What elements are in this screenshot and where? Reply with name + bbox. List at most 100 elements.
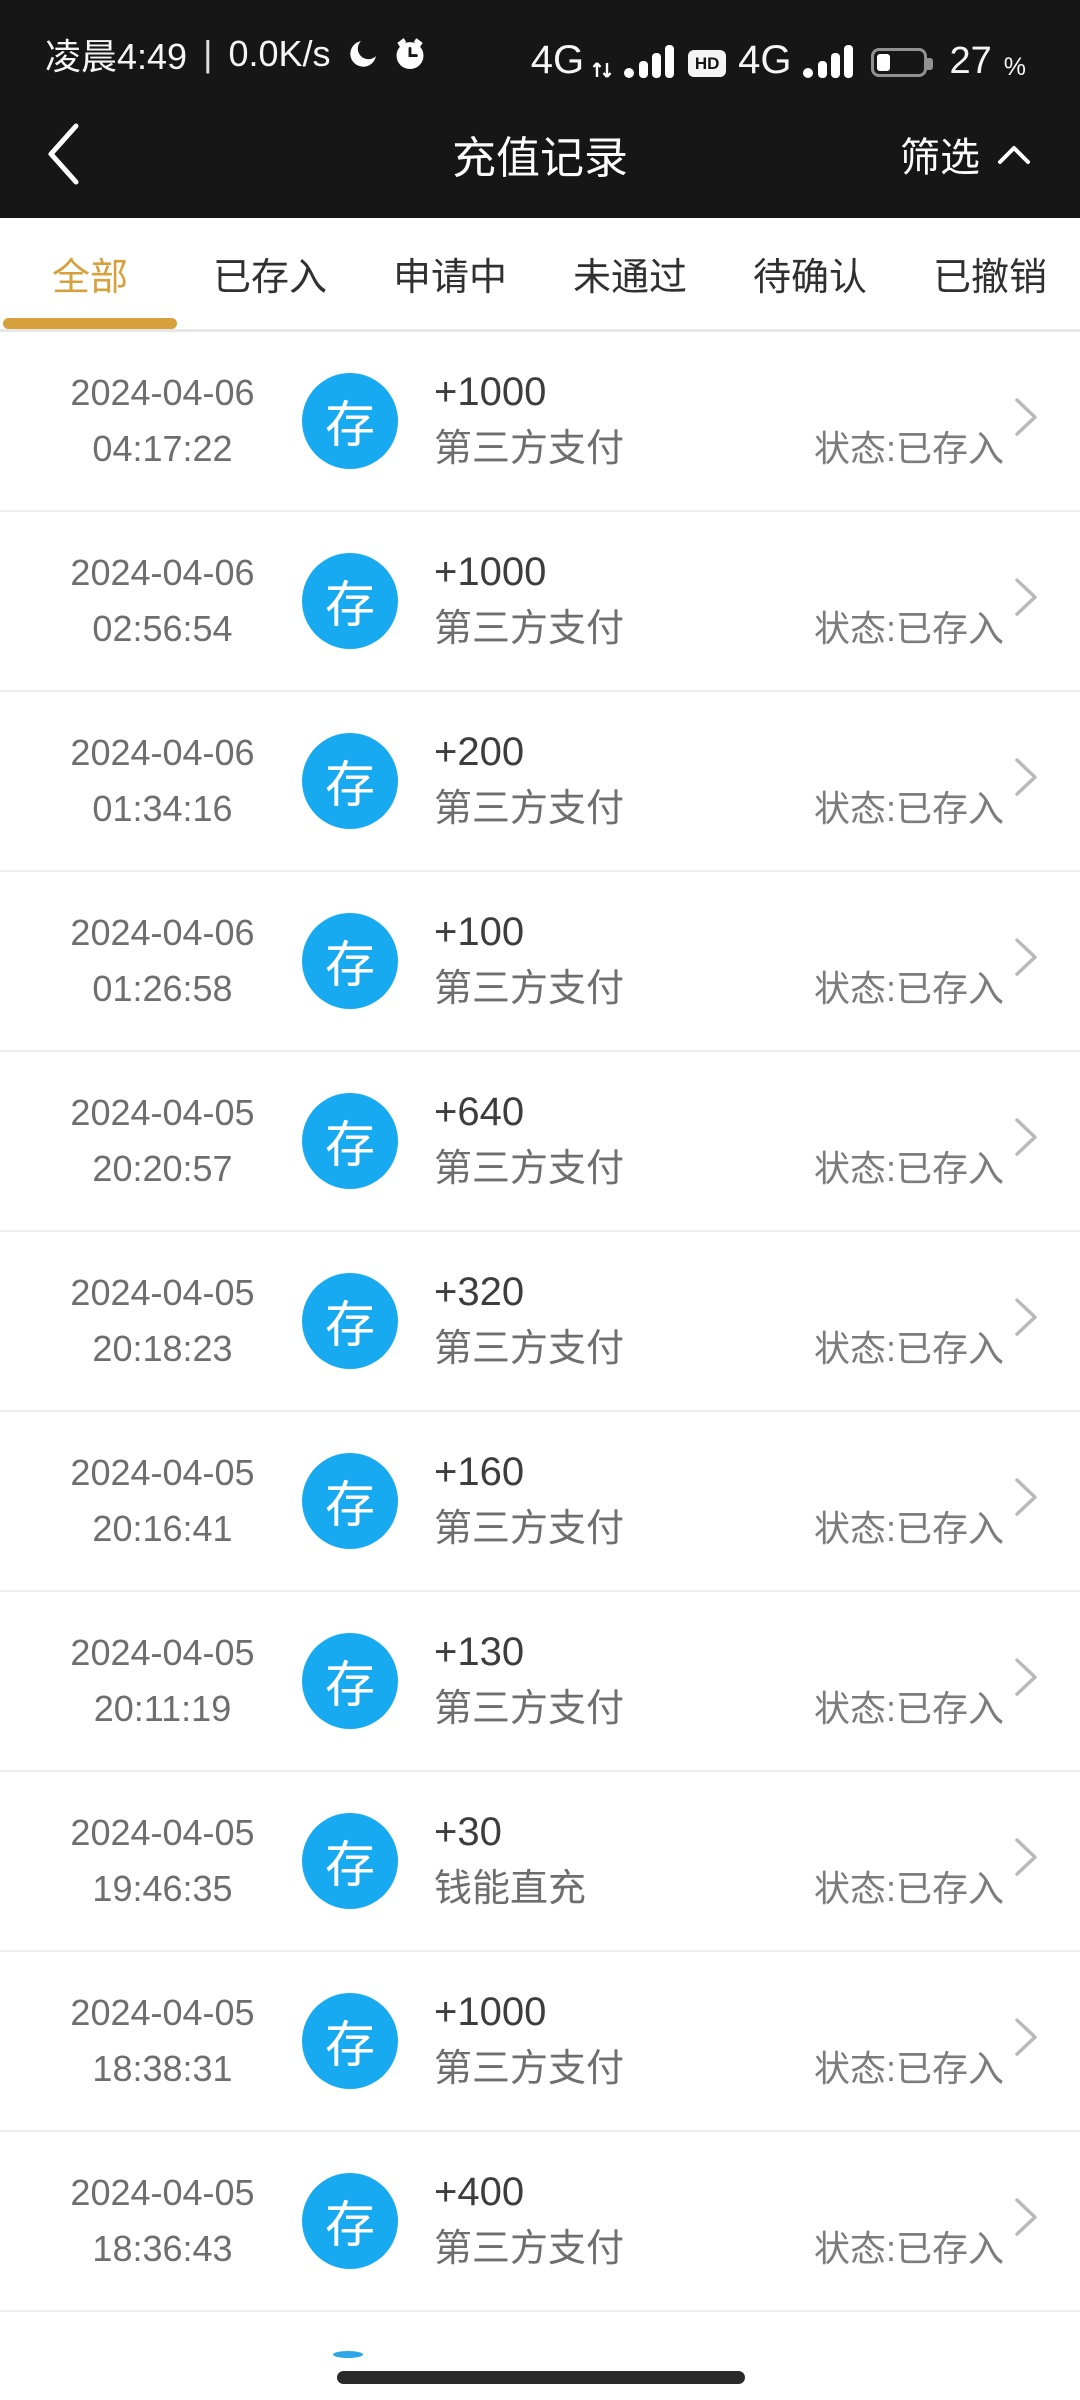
- record-time: 19:46:35: [92, 1868, 233, 1909]
- sim2-network-label: 4G: [738, 38, 792, 82]
- record-time: 18:38:31: [92, 2048, 233, 2089]
- record-method: 第三方支付: [434, 1328, 625, 1370]
- chevron-up-icon: [996, 142, 1032, 166]
- record-amount: +30: [434, 1810, 502, 1854]
- record-date: 2024-04-05: [70, 1452, 255, 1493]
- record-amount: +1000: [434, 550, 547, 594]
- deposit-icon-label: 存: [325, 2017, 375, 2073]
- status-separator: |: [203, 33, 213, 74]
- record-status-col: 状态:已存入: [814, 2164, 1080, 2278]
- deposit-icon: 存: [302, 1093, 398, 1189]
- tab-label: 全部: [51, 257, 128, 299]
- record-date: 2024-04-05: [70, 1992, 255, 2033]
- record-status: 状态:已存入: [813, 1328, 1004, 1369]
- filter-tab[interactable]: 未通过: [540, 218, 720, 329]
- sim2-signal-icon: [803, 44, 855, 78]
- recharge-record-row[interactable]: 2024-04-05 20:18:23 存 +320 第三方支付 状态:已存入: [0, 1232, 1080, 1412]
- recharge-record-row[interactable]: 2024-04-05 20:16:41 存 +160 第三方支付 状态:已存入: [0, 1412, 1080, 1592]
- recharge-record-row[interactable]: 2024-04-06 02:56:54 存 +1000 第三方支付 状态:已存入: [0, 512, 1080, 692]
- record-method: 第三方支付: [434, 1508, 625, 1550]
- status-filter-tabs: 全部 已存入 申请中 未通过 待确认 已撤销: [0, 218, 1080, 332]
- active-tab-underline: [3, 318, 177, 329]
- record-time: 20:11:19: [93, 1688, 232, 1729]
- deposit-icon-label: 存: [325, 2197, 375, 2253]
- home-indicator-bar[interactable]: [337, 2371, 745, 2384]
- record-status: 状态:已存入: [813, 428, 1004, 469]
- record-main: +1000 第三方支付: [434, 544, 814, 658]
- record-date: 2024-04-05: [70, 1812, 255, 1853]
- record-main: +400 第三方支付: [434, 2164, 814, 2278]
- record-date: 2024-04-06: [70, 912, 255, 953]
- filter-tab[interactable]: 已撤销: [900, 218, 1080, 329]
- record-status: 状态:已存入: [813, 2228, 1004, 2269]
- filter-tab[interactable]: 待确认: [720, 218, 900, 329]
- record-time: 04:17:22: [92, 428, 233, 469]
- alarm-icon: [391, 35, 429, 73]
- record-status: 状态:已存入: [813, 1688, 1004, 1729]
- recharge-record-row[interactable]: 2024-04-05 18:36:43 存 +400 第三方支付 状态:已存入: [0, 2132, 1080, 2312]
- filter-button[interactable]: 筛选: [900, 125, 1032, 183]
- recharge-record-row[interactable]: 2024-04-05 20:11:19 存 +130 第三方支付 状态:已存入: [0, 1592, 1080, 1772]
- record-datetime: 2024-04-06 04:17:22: [45, 365, 280, 477]
- deposit-icon: 存: [302, 1453, 398, 1549]
- deposit-icon-label: 存: [325, 1477, 375, 1533]
- record-time: 20:20:57: [92, 1148, 233, 1189]
- record-status-col: 状态:已存入: [814, 1084, 1080, 1198]
- record-method: 第三方支付: [434, 1688, 625, 1730]
- recharge-record-row[interactable]: 2024-04-06 01:26:58 存 +100 第三方支付 状态:已存入: [0, 872, 1080, 1052]
- deposit-icon: 存: [302, 913, 398, 1009]
- chevron-right-icon: [1012, 576, 1040, 623]
- record-method: 第三方支付: [434, 428, 625, 470]
- deposit-icon-label: 存: [325, 937, 375, 993]
- recharge-record-row[interactable]: 2024-04-06 01:34:16 存 +200 第三方支付 状态:已存入: [0, 692, 1080, 872]
- record-datetime: 2024-04-05 20:11:19: [45, 1625, 280, 1737]
- record-method: 第三方支付: [434, 1148, 625, 1190]
- record-status-col: 状态:已存入: [814, 544, 1080, 658]
- recharge-record-row[interactable]: 2024-04-05 18:38:31 存 +1000 第三方支付 状态:已存入: [0, 1952, 1080, 2132]
- record-time: 18:36:43: [92, 2228, 233, 2269]
- page-title: 充值记录: [452, 134, 628, 183]
- filter-tab[interactable]: 全部: [0, 218, 180, 329]
- record-main: +160 第三方支付: [434, 1444, 814, 1558]
- updown-arrows-icon: [592, 54, 612, 78]
- record-time: 20:18:23: [92, 1328, 233, 1369]
- app-bar: 凌晨4:49 | 0.0K/s 4G: [0, 0, 1080, 218]
- record-status-col: 状态:已存入: [814, 1624, 1080, 1738]
- record-datetime: 2024-04-06 01:26:58: [45, 905, 280, 1017]
- record-datetime: 2024-04-05 18:36:43: [45, 2165, 280, 2277]
- record-status-col: 状态:已存入: [814, 1264, 1080, 1378]
- record-date: 2024-04-05: [70, 2172, 255, 2213]
- back-button[interactable]: [42, 114, 102, 194]
- record-method: 第三方支付: [434, 788, 625, 830]
- tab-label: 已撤销: [932, 257, 1047, 299]
- record-amount: +400: [434, 2170, 525, 2214]
- record-method: 钱能直充: [434, 1868, 587, 1910]
- deposit-icon: 存: [302, 1273, 398, 1369]
- tab-label: 未通过: [572, 257, 687, 299]
- record-date: 2024-04-06: [70, 552, 255, 593]
- deposit-icon: 存: [302, 2173, 398, 2269]
- hd-voice-badge: HD: [688, 50, 727, 77]
- record-amount: +100: [434, 910, 525, 954]
- record-date: 2024-04-06: [70, 372, 255, 413]
- chevron-right-icon: [1012, 756, 1040, 803]
- chevron-right-icon: [1012, 1836, 1040, 1883]
- record-status-col: 状态:已存入: [814, 364, 1080, 478]
- tab-label: 已存入: [212, 257, 327, 299]
- deposit-icon: 存: [302, 553, 398, 649]
- clock-time: 凌晨4:49: [45, 36, 188, 77]
- deposit-icon: 存: [302, 373, 398, 469]
- record-main: +100 第三方支付: [434, 904, 814, 1018]
- recharge-record-row[interactable]: 2024-04-06 04:17:22 存 +1000 第三方支付 状态:已存入: [0, 332, 1080, 512]
- recharge-record-row[interactable]: 2024-04-05 20:20:57 存 +640 第三方支付 状态:已存入: [0, 1052, 1080, 1232]
- recharge-record-list: 2024-04-06 04:17:22 存 +1000 第三方支付 状态:已存入…: [0, 332, 1080, 2312]
- filter-tab[interactable]: 已存入: [180, 218, 360, 329]
- record-time: 20:16:41: [92, 1508, 233, 1549]
- recharge-record-row[interactable]: 2024-04-05 19:46:35 存 +30 钱能直充 状态:已存入: [0, 1772, 1080, 1952]
- deposit-icon-label: 存: [325, 1837, 375, 1893]
- deposit-icon-label: 存: [325, 1657, 375, 1713]
- chevron-left-icon: [42, 121, 86, 187]
- filter-tab[interactable]: 申请中: [360, 218, 540, 329]
- battery-percent: 27: [949, 40, 992, 82]
- chevron-right-icon: [1012, 2196, 1040, 2243]
